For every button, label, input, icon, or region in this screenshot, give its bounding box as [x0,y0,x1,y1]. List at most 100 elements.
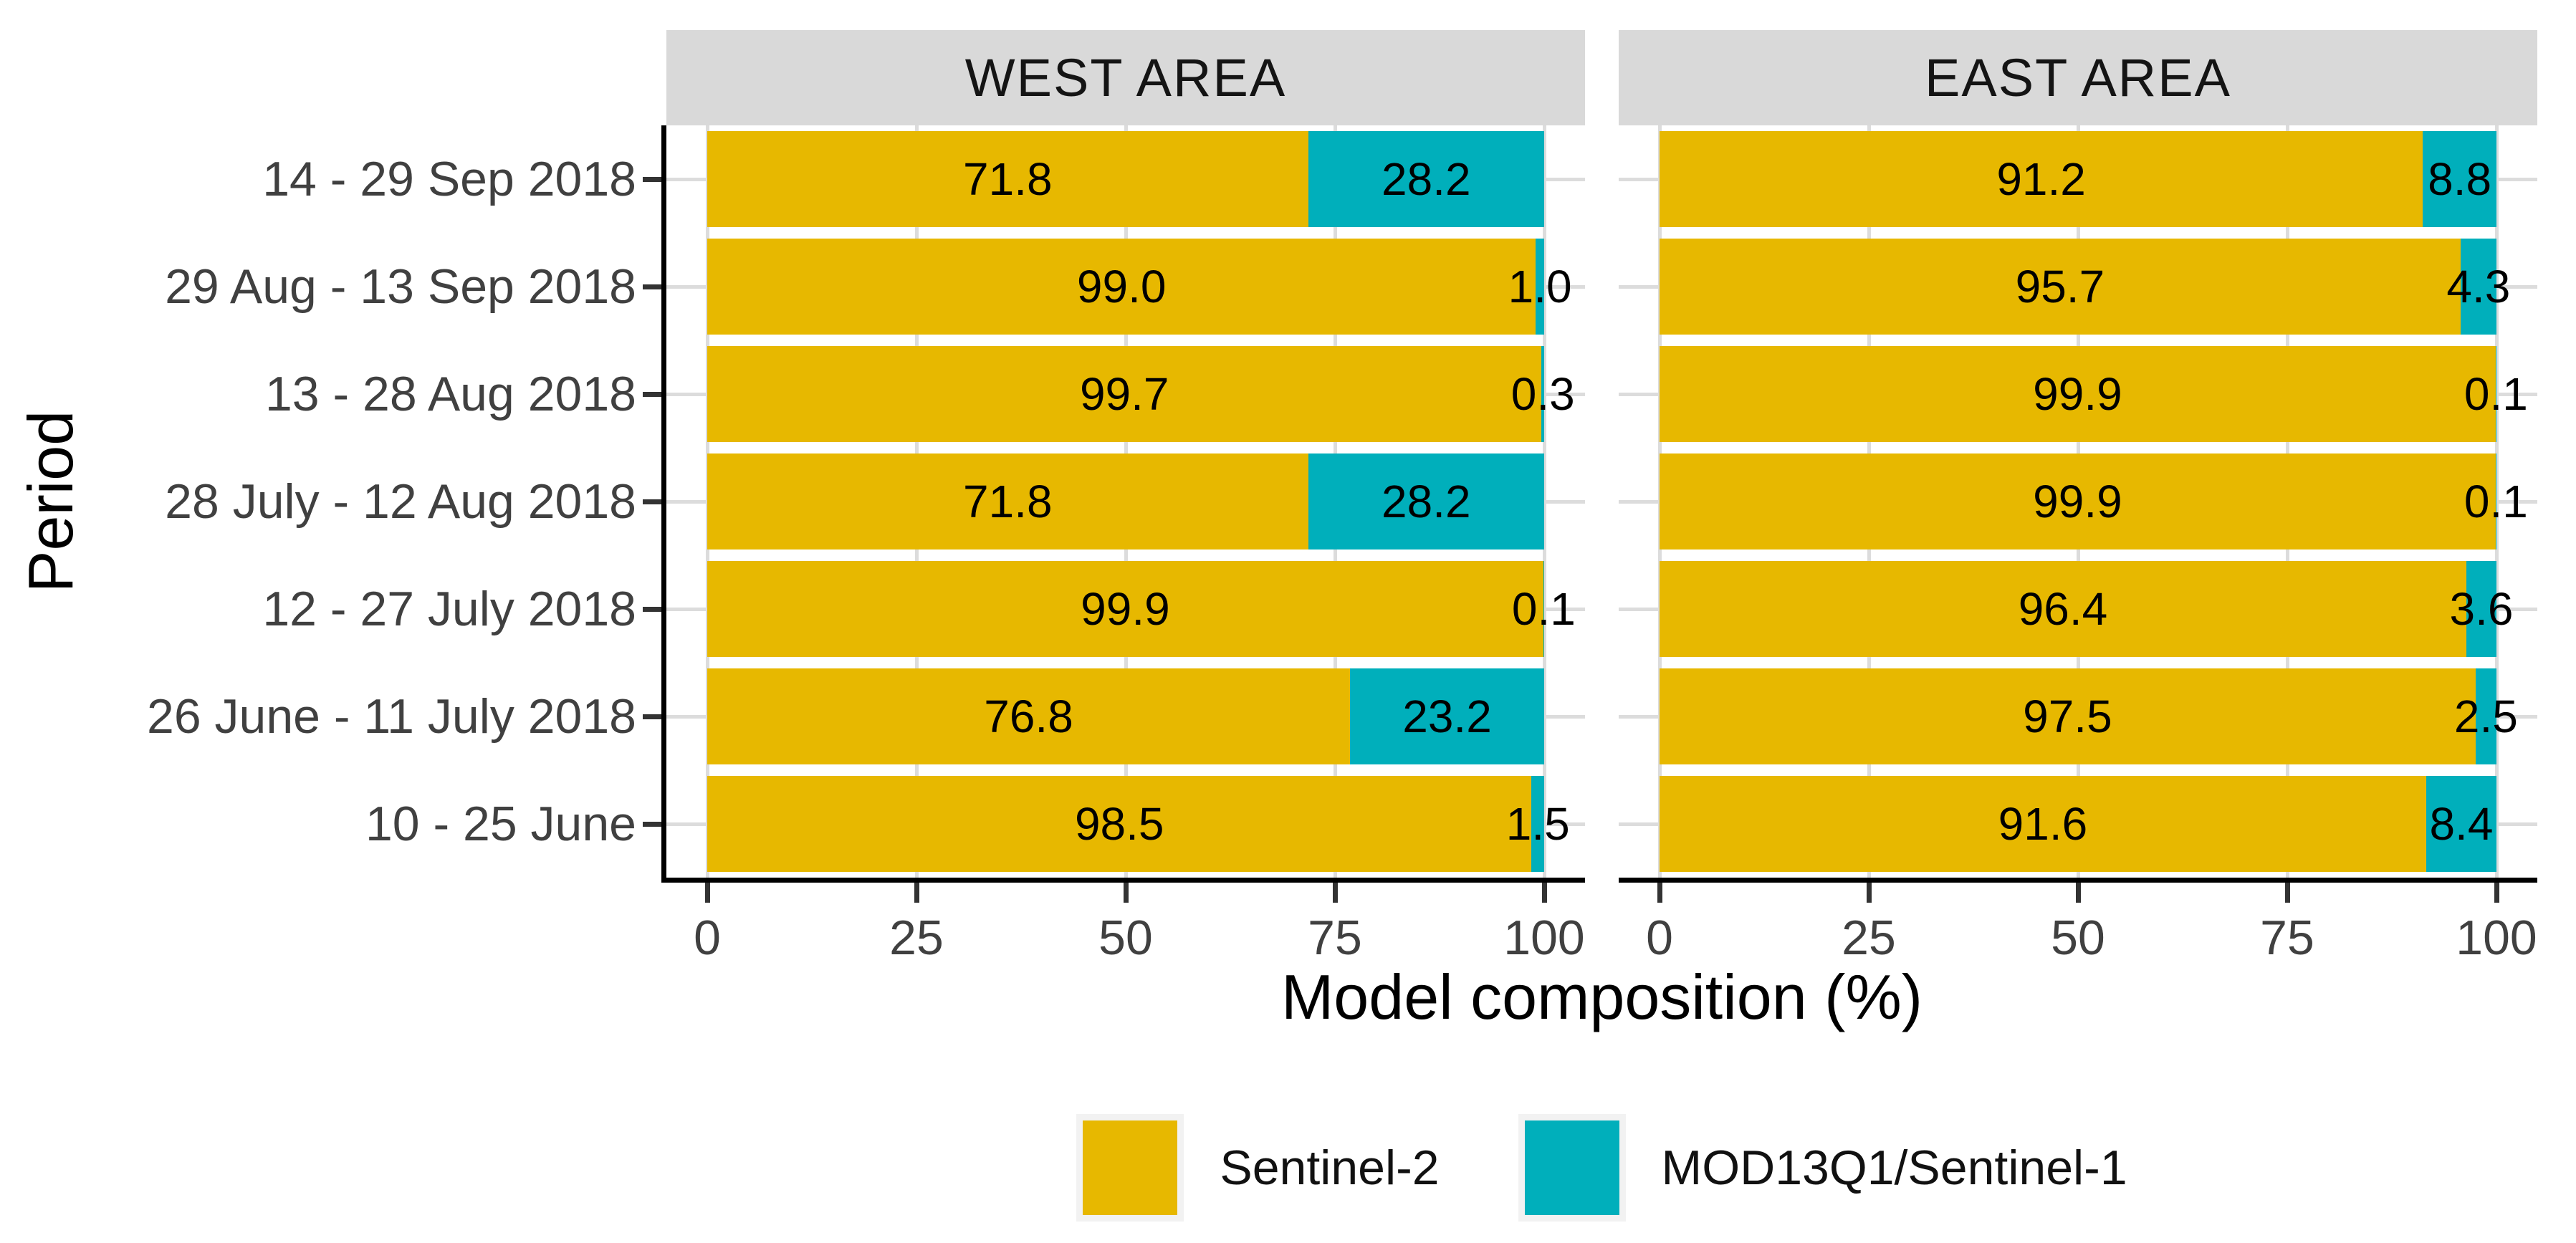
bar-value-label: 3.6 [2449,583,2514,635]
bar-value-label: 4.3 [2446,261,2511,312]
bar-value-label: 28.2 [1382,476,1471,527]
bar-value-label: 99.0 [1076,261,1167,312]
bar-segment-sentinel-2 [1660,239,2461,335]
y-tick-mark [643,821,661,827]
x-tick-label: 50 [2051,911,2105,965]
bar-segment-mod13q1-sentinel-1 [1536,239,1544,335]
bar-segment-sentinel-2 [1660,561,2466,657]
y-tick-mark [643,284,661,289]
y-tick-mark [643,176,661,182]
legend-swatch-sentinel-2 [1083,1120,1178,1215]
x-tick-mark [914,883,919,903]
facet-strip-west-label: WEST AREA [964,48,1287,107]
bar-value-label: 28.2 [1382,153,1471,205]
bar-segment-sentinel-2 [707,776,1532,872]
bar-value-label: 0.1 [2464,476,2528,527]
x-tick-label: 25 [889,911,944,965]
x-tick-label: 100 [1503,911,1585,965]
bar-segment-sentinel-2 [707,239,1536,335]
y-tick-mark [643,606,661,612]
bar-segment-mod13q1-sentinel-1 [1541,346,1544,442]
bar-segment-sentinel-2 [1660,346,2496,442]
bar-value-label: 0.1 [2464,368,2528,420]
bar-segment-sentinel-2 [707,453,1308,549]
bar-segment-mod13q1-sentinel-1 [2466,561,2496,657]
y-axis-label: 13 - 28 Aug 2018 [264,367,636,421]
bar-value-label: 71.8 [963,476,1053,527]
bar-value-label: 95.7 [2015,261,2105,312]
x-tick-label: 0 [1646,911,1673,965]
y-axis-label: 26 June - 11 July 2018 [147,689,636,744]
legend-swatch-mod13q1-sentinel-1 [1524,1120,1619,1215]
bar-value-label: 23.2 [1402,691,1492,742]
bar-segment-mod13q1-sentinel-1 [2460,239,2496,335]
x-tick-label: 0 [694,911,721,965]
bar-value-label: 99.7 [1079,368,1169,420]
legend-label: Sentinel-2 [1220,1141,1440,1195]
bar-value-label: 0.1 [1511,583,1576,635]
bar-value-label: 76.8 [984,691,1073,742]
bar-segment-sentinel-2 [707,346,1542,442]
legend-key [1076,1114,1184,1222]
y-axis-line [661,125,666,883]
x-tick-mark [1657,883,1662,903]
bar-value-label: 91.2 [1996,153,2086,205]
facet-strip-east: EAST AREA [1619,30,2537,125]
x-tick-label: 75 [1308,911,1362,965]
bar-value-label: 98.5 [1074,798,1164,850]
bar-segment-sentinel-2 [1660,668,2476,764]
bar-value-label: 96.4 [2018,583,2108,635]
bar-value-label: 97.5 [2023,691,2112,742]
legend-label: MOD13Q1/Sentinel-1 [1661,1141,2127,1195]
y-axis-label: 28 July - 12 Aug 2018 [165,474,636,529]
bar-segment-sentinel-2 [707,668,1351,764]
x-tick-label: 25 [1842,911,1896,965]
bar-value-label: 8.4 [2429,798,2494,850]
bar-value-label: 71.8 [963,153,1053,205]
bar-segment-sentinel-2 [1660,776,2426,872]
bar-segment-sentinel-2 [707,561,1543,657]
bar-value-label: 0.3 [1510,368,1575,420]
bar-segment-mod13q1-sentinel-1 [1543,561,1544,657]
x-tick-label: 100 [2456,911,2537,965]
bar-segment-mod13q1-sentinel-1 [1350,668,1544,764]
x-axis-title: Model composition (%) [1281,961,1923,1032]
bar-segment-sentinel-2 [1660,453,2496,549]
x-tick-mark [1541,883,1547,903]
bar-value-label: 99.9 [1081,583,1170,635]
bar-value-label: 1.0 [1508,261,1572,312]
bar-segment-sentinel-2 [707,131,1308,227]
facet-strip-west: WEST AREA [666,30,1585,125]
x-tick-label: 50 [1098,911,1153,965]
x-tick-mark [2075,883,2081,903]
bar-value-label: 2.5 [2453,691,2518,742]
bar-value-label: 8.8 [2428,153,2492,205]
bar-value-label: 99.9 [2033,476,2122,527]
bar-value-label: 1.5 [1505,798,1570,850]
bar-segment-mod13q1-sentinel-1 [2426,776,2496,872]
x-tick-mark [1332,883,1338,903]
x-tick-mark [1123,883,1129,903]
legend-key [1518,1114,1626,1222]
legend-item-sentinel-2: Sentinel-2 [1076,1114,1440,1222]
bar-value-label: 99.9 [2033,368,2122,420]
bar-segment-mod13q1-sentinel-1 [1308,453,1544,549]
x-tick-mark [2284,883,2290,903]
facet-strip-east-label: EAST AREA [1925,48,2231,107]
y-axis-label: 10 - 25 June [365,797,636,851]
x-axis-line [666,878,1585,883]
x-tick-mark [704,883,710,903]
x-tick-mark [2494,883,2499,903]
panel-west: 71.8 28.2 99.0 1.0 99.7 0.3 71.8 28.2 99.9 0.1 76.… [666,125,1585,878]
x-tick-mark [1866,883,1872,903]
bar-segment-sentinel-2 [1660,131,2423,227]
y-tick-mark [643,499,661,504]
legend-item-mod13q1-sentinel-1: MOD13Q1/Sentinel-1 [1518,1114,2127,1222]
x-tick-label: 75 [2260,911,2314,965]
bar-value-label: 91.6 [1998,798,2088,850]
bar-segment-mod13q1-sentinel-1 [2423,131,2496,227]
y-tick-mark [643,714,661,719]
y-axis-label: 12 - 27 July 2018 [262,582,636,636]
bar-segment-mod13q1-sentinel-1 [1308,131,1544,227]
